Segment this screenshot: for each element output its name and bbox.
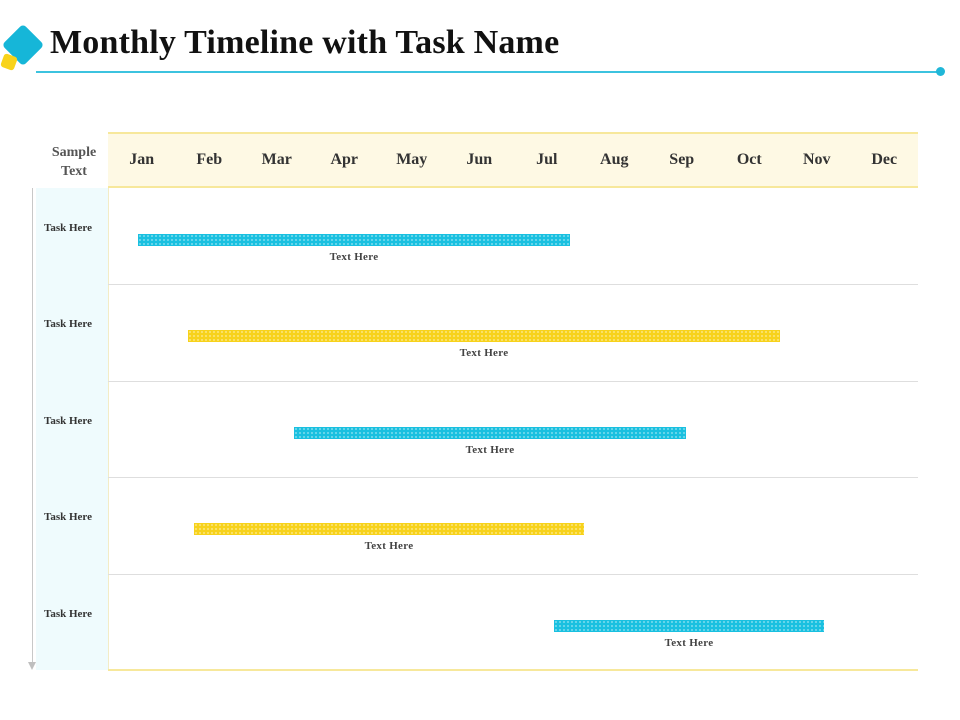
row-divider xyxy=(108,574,918,575)
month-aug: Aug xyxy=(600,151,629,168)
month-sep: Sep xyxy=(669,151,695,168)
grid-bottom-border xyxy=(108,669,918,671)
task-label: Task Here xyxy=(44,415,92,427)
task-bar[interactable] xyxy=(554,620,824,632)
row-divider xyxy=(108,284,918,285)
month-apr: Apr xyxy=(330,151,359,168)
diamond-logo-icon xyxy=(0,25,43,71)
month-jan: Jan xyxy=(129,151,155,168)
month-dec: Dec xyxy=(871,151,898,168)
title-underline-dot xyxy=(936,67,945,76)
page-title: Monthly Timeline with Task Name xyxy=(50,24,560,61)
task-bar[interactable] xyxy=(294,427,686,439)
arrow-down-icon xyxy=(28,662,36,670)
task-bar[interactable] xyxy=(188,330,780,342)
month-jul: Jul xyxy=(536,151,558,168)
task-bar-label: Text Here xyxy=(459,347,509,359)
month-header: Jan Feb Mar Apr May Jun Jul Aug Sep Oct Nov Dec xyxy=(108,132,918,188)
vertical-arrow-line xyxy=(32,188,33,664)
task-bar-label: Text Here xyxy=(664,637,714,649)
task-label-column xyxy=(36,188,108,670)
timeline-grid: Text Here Text Here Text Here Text Here Text… xyxy=(108,188,918,671)
row-divider xyxy=(108,477,918,478)
month-feb: Feb xyxy=(196,151,223,168)
task-bar-label: Text Here xyxy=(329,251,379,263)
task-bar[interactable] xyxy=(138,234,570,246)
month-mar: Mar xyxy=(261,151,292,168)
task-bar-label: Text Here xyxy=(364,540,414,552)
task-label: Task Here xyxy=(44,608,92,620)
row-divider xyxy=(108,381,918,382)
month-list: Jan Feb Mar Apr May Jun Jul Aug Sep Oct Nov Dec xyxy=(108,151,918,169)
task-label: Task Here xyxy=(44,511,92,523)
task-label: Task Here xyxy=(44,222,92,234)
grid-left-border xyxy=(108,188,109,670)
month-oct: Oct xyxy=(736,151,762,168)
month-may: May xyxy=(396,151,428,168)
month-nov: Nov xyxy=(802,151,831,168)
month-jun: Jun xyxy=(466,151,493,168)
corner-label: Sample Text xyxy=(51,145,97,179)
task-label: Task Here xyxy=(44,318,92,330)
task-bar[interactable] xyxy=(194,523,584,535)
title-underline xyxy=(36,71,940,73)
task-bar-label: Text Here xyxy=(465,444,515,456)
